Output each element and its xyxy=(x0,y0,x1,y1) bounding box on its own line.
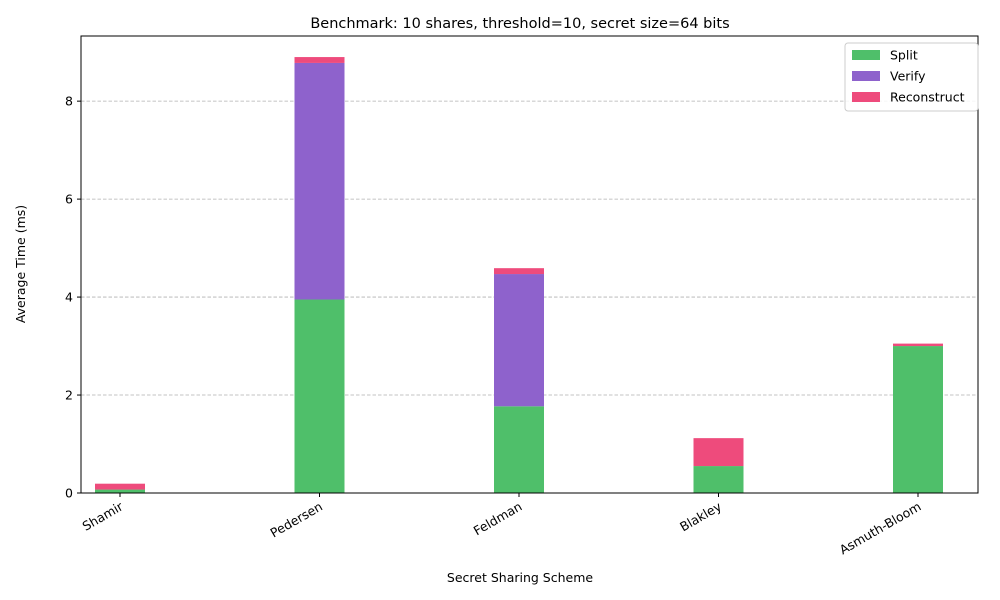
legend-swatch-verify xyxy=(852,71,880,81)
chart-title: Benchmark: 10 shares, threshold=10, secr… xyxy=(310,16,729,32)
bar-split-blakley xyxy=(693,466,744,493)
bar-reconstruct-feldman xyxy=(494,268,544,275)
bar-verify-pedersen xyxy=(294,62,345,300)
y-tick-label: 4 xyxy=(65,290,73,305)
legend-swatch-split xyxy=(852,50,880,60)
x-tick-label: Blakley xyxy=(677,498,724,534)
x-axis-label: Secret Sharing Scheme xyxy=(447,570,593,585)
bar-split-feldman xyxy=(494,406,544,493)
bar-split-shamir xyxy=(95,489,145,493)
y-tick-label: 6 xyxy=(65,192,73,207)
bar-split-asmuth-bloom xyxy=(893,346,943,493)
legend-swatch-reconstruct xyxy=(852,92,880,102)
bar-reconstruct-pedersen xyxy=(294,57,345,63)
y-axis-label: Average Time (ms) xyxy=(13,205,28,323)
legend-label-split: Split xyxy=(890,48,918,63)
legend-label-reconstruct: Reconstruct xyxy=(890,90,965,105)
x-tick-label: Shamir xyxy=(80,498,127,534)
x-tick-label: Feldman xyxy=(471,499,525,539)
x-tick-label: Pedersen xyxy=(268,499,325,541)
bar-reconstruct-blakley xyxy=(693,438,744,467)
x-tick-label: Asmuth-Bloom xyxy=(837,499,924,558)
y-tick-label: 0 xyxy=(65,486,73,501)
y-tick-label: 8 xyxy=(65,94,73,109)
bar-split-pedersen xyxy=(294,299,345,493)
bars xyxy=(95,57,943,493)
bar-reconstruct-shamir xyxy=(95,483,145,490)
bar-verify-feldman xyxy=(494,274,544,407)
legend-label-verify: Verify xyxy=(890,69,926,84)
bar-reconstruct-asmuth-bloom xyxy=(893,343,943,347)
legend: Split Verify Reconstruct xyxy=(844,42,979,112)
y-tick-label: 2 xyxy=(65,388,73,403)
plot-area-frame xyxy=(80,35,979,494)
